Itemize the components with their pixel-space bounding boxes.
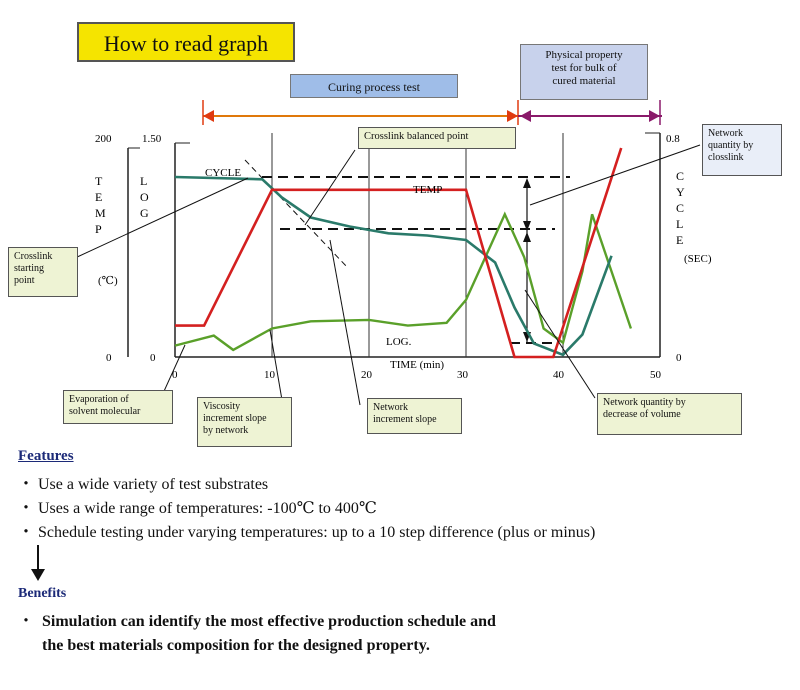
cycle-series-line [174, 175, 613, 357]
network-decrease-note: Network quantity by decrease of volume [597, 393, 742, 435]
svg-text:C: C [676, 201, 684, 215]
chart: 200 1.50 0 0 0.8 0 T E M P L O G (℃) C Y… [74, 100, 712, 406]
network-quantity-note: Network quantity by closslink [702, 124, 782, 176]
svg-text:E: E [95, 190, 102, 204]
physical-line: test for bulk of [551, 62, 617, 74]
x-tick-labels: 0 10 20 30 40 50 [172, 369, 662, 381]
svg-text:E: E [676, 233, 683, 247]
leader-network-quantity [529, 144, 701, 206]
feature-item: ・ Use a wide variety of test substrates [18, 476, 269, 493]
evaporation-note: Evaporation of solvent molecular [63, 390, 173, 424]
leader-network-increment [329, 239, 361, 406]
crosslink-starting-note: Crosslink starting point [8, 247, 78, 297]
svg-text:C: C [676, 169, 684, 183]
svg-text:L: L [140, 174, 147, 188]
benefit-text: ・ Simulation can identify the most effect… [18, 613, 496, 654]
log-axis-zero: 0 [150, 352, 156, 364]
feature-item: ・ Uses a wide range of temperatures: -100… [18, 500, 377, 517]
x-axis-title: TIME (min) [390, 359, 444, 371]
curing-process-banner: Curing process test [290, 74, 458, 98]
temp-unit: (℃) [98, 275, 118, 287]
leader-network-decrease [524, 289, 596, 399]
down-arrow-icon [31, 545, 45, 581]
svg-text:O: O [140, 190, 149, 204]
svg-text:0: 0 [172, 369, 178, 381]
physical-line: cured material [552, 75, 616, 87]
physical-property-banner: Physical property test for bulk of cured… [520, 44, 648, 100]
svg-text:Y: Y [676, 185, 685, 199]
leader-viscosity [269, 329, 283, 401]
svg-text:L: L [676, 217, 683, 231]
temp-series-label: TEMP [413, 184, 442, 196]
svg-text:10: 10 [264, 369, 276, 381]
crosslink-balanced-note: Crosslink balanced point [358, 127, 516, 149]
physical-line: Physical property [545, 49, 623, 61]
temp-axis-max: 200 [95, 133, 112, 145]
temp-series-line [175, 147, 623, 359]
svg-text:M: M [95, 206, 106, 220]
cycle-axis-zero: 0 [676, 352, 682, 364]
svg-text:P: P [95, 222, 102, 236]
svg-text:40: 40 [553, 369, 565, 381]
svg-text:T: T [95, 174, 103, 188]
feature-item: ・ Schedule testing under varying temperat… [18, 524, 596, 541]
svg-text:30: 30 [457, 369, 469, 381]
leader-balanced [304, 149, 356, 226]
page-title: How to read graph [77, 22, 295, 62]
cycle-series-label: CYCLE [205, 167, 241, 179]
curing-arrow-left [203, 110, 214, 122]
temp-axis-title: T E M P [95, 174, 106, 236]
network-increment-note: Network increment slope [367, 398, 462, 434]
svg-text:G: G [140, 206, 149, 220]
cycle-axis-title: C Y C L E [676, 169, 685, 247]
cycle-axis-max: 0.8 [666, 133, 680, 145]
features-heading: Features [18, 448, 74, 464]
cycle-unit: (SEC) [684, 253, 712, 265]
curing-arrow-right [507, 110, 518, 122]
viscosity-note: Viscosity increment slope by network [197, 397, 292, 447]
svg-text:20: 20 [361, 369, 373, 381]
log-axis-max: 1.50 [142, 133, 162, 145]
leader-crosslink-start [74, 177, 249, 259]
log-axis-title: L O G [140, 174, 149, 220]
svg-text:50: 50 [650, 369, 662, 381]
temp-axis-zero: 0 [106, 352, 112, 364]
benefits-heading: Benefits [18, 586, 67, 601]
log-series-label: LOG. [386, 336, 412, 348]
